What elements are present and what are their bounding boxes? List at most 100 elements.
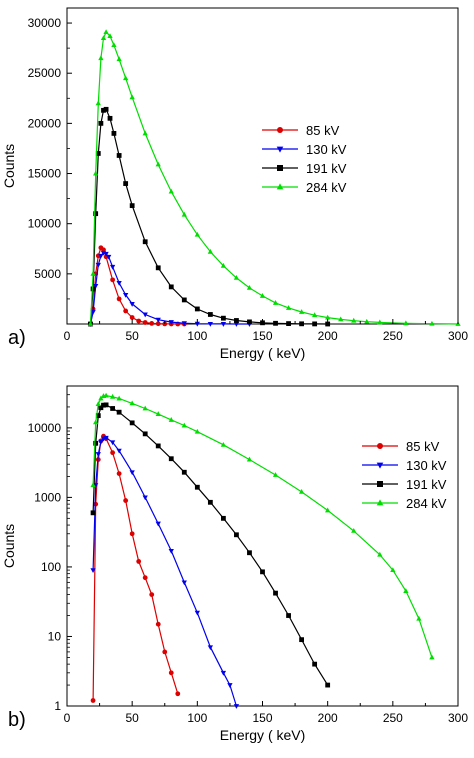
data-point: [298, 309, 305, 314]
data-point: [207, 499, 213, 505]
legend-marker: [376, 499, 384, 506]
x-axis-title: Energy ( keV): [220, 345, 306, 361]
data-point: [98, 405, 104, 411]
legend-label: 284 kV: [306, 180, 347, 195]
data-point: [207, 312, 213, 317]
legend-label: 130 kV: [406, 458, 447, 473]
legend-label: 191 kV: [306, 161, 347, 176]
data-point: [403, 588, 409, 593]
data-point: [416, 615, 422, 621]
data-point: [233, 274, 240, 280]
data-point: [90, 568, 96, 573]
data-point: [90, 270, 96, 276]
data-point: [95, 151, 101, 156]
data-point: [129, 94, 135, 100]
data-point: [312, 321, 318, 327]
data-point: [129, 302, 135, 307]
data-point: [142, 239, 148, 245]
data-point: [273, 590, 278, 596]
data-point: [90, 482, 96, 488]
data-point: [142, 405, 148, 411]
data-point: [181, 297, 187, 303]
data-point: [129, 315, 135, 320]
data-point: [259, 293, 266, 298]
data-point: [168, 284, 174, 290]
legend-label: 284 kV: [406, 496, 447, 511]
data-point: [95, 452, 101, 457]
legend-marker: [377, 481, 383, 487]
data-point: [95, 262, 101, 268]
data-point: [273, 320, 278, 326]
data-point: [325, 314, 331, 320]
data-point: [298, 489, 305, 494]
data-point: [142, 575, 148, 581]
data-point: [111, 42, 117, 48]
x-tick-label: 250: [383, 329, 403, 343]
data-point: [286, 321, 291, 326]
data-point: [155, 321, 161, 327]
data-point: [155, 317, 161, 323]
data-point: [155, 265, 161, 271]
data-point: [390, 567, 396, 573]
data-point: [103, 251, 109, 257]
data-point: [155, 161, 161, 167]
y-axis-ticks: 1 10 100 1000 10000: [28, 385, 72, 713]
legend-label: 130 kV: [306, 142, 347, 157]
data-point: [142, 312, 148, 318]
data-point: [247, 319, 252, 325]
data-point: [106, 254, 112, 260]
data-point: [123, 308, 129, 314]
panel-a: 0 50 100 150 200 250 300 5000 10000 15000 20000 25…: [1, 7, 468, 361]
data-point: [168, 188, 174, 194]
series-line: [89, 108, 328, 325]
data-point: [181, 422, 187, 428]
data-point: [107, 33, 113, 39]
data-point: [93, 170, 99, 176]
y-axis-ticks: 5000 10000 15000 20000 25000 30000: [28, 16, 72, 300]
data-point: [221, 315, 226, 321]
y-tick-label: 1: [54, 699, 61, 713]
data-point: [136, 559, 142, 564]
x-tick-label: 300: [448, 711, 468, 725]
data-point: [221, 515, 226, 521]
legend-label: 85 kV: [306, 123, 340, 138]
data-point: [87, 321, 94, 326]
data-point: [116, 296, 122, 302]
data-point: [142, 431, 148, 437]
x-axis-ticks: 0 50 100 150 200 250 300: [64, 319, 468, 343]
data-point: [103, 106, 109, 112]
data-point: [100, 35, 107, 41]
data-point: [194, 321, 200, 327]
y-tick-label: 100: [41, 560, 61, 574]
data-point: [299, 637, 304, 643]
data-point: [351, 317, 357, 323]
data-point: [311, 312, 318, 318]
x-tick-label: 50: [125, 711, 139, 725]
legend-marker: [276, 183, 284, 190]
y-tick-label: 5000: [34, 267, 61, 281]
y-tick-label: 20000: [28, 116, 62, 130]
plot-marks: [90, 392, 435, 709]
data-point: [95, 401, 101, 406]
data-point: [116, 409, 122, 415]
x-tick-label: 200: [318, 711, 338, 725]
data-point: [168, 320, 174, 325]
data-point: [429, 320, 435, 326]
data-point: [90, 698, 96, 703]
data-point: [155, 521, 161, 527]
data-point: [110, 277, 116, 283]
data-point: [98, 395, 104, 401]
x-tick-label: 300: [448, 329, 468, 343]
data-point: [194, 231, 200, 237]
data-point: [103, 392, 109, 398]
panel-b: 0 50 100 150 200 250 300 1 10 100 1000 10000 Energ…: [1, 385, 468, 743]
data-point: [90, 510, 96, 516]
data-point: [377, 551, 383, 557]
panel-label: b): [8, 709, 26, 731]
data-point: [155, 621, 161, 627]
data-point: [194, 610, 200, 616]
legend-marker: [277, 165, 283, 171]
data-point: [149, 320, 155, 326]
data-point: [116, 448, 122, 454]
